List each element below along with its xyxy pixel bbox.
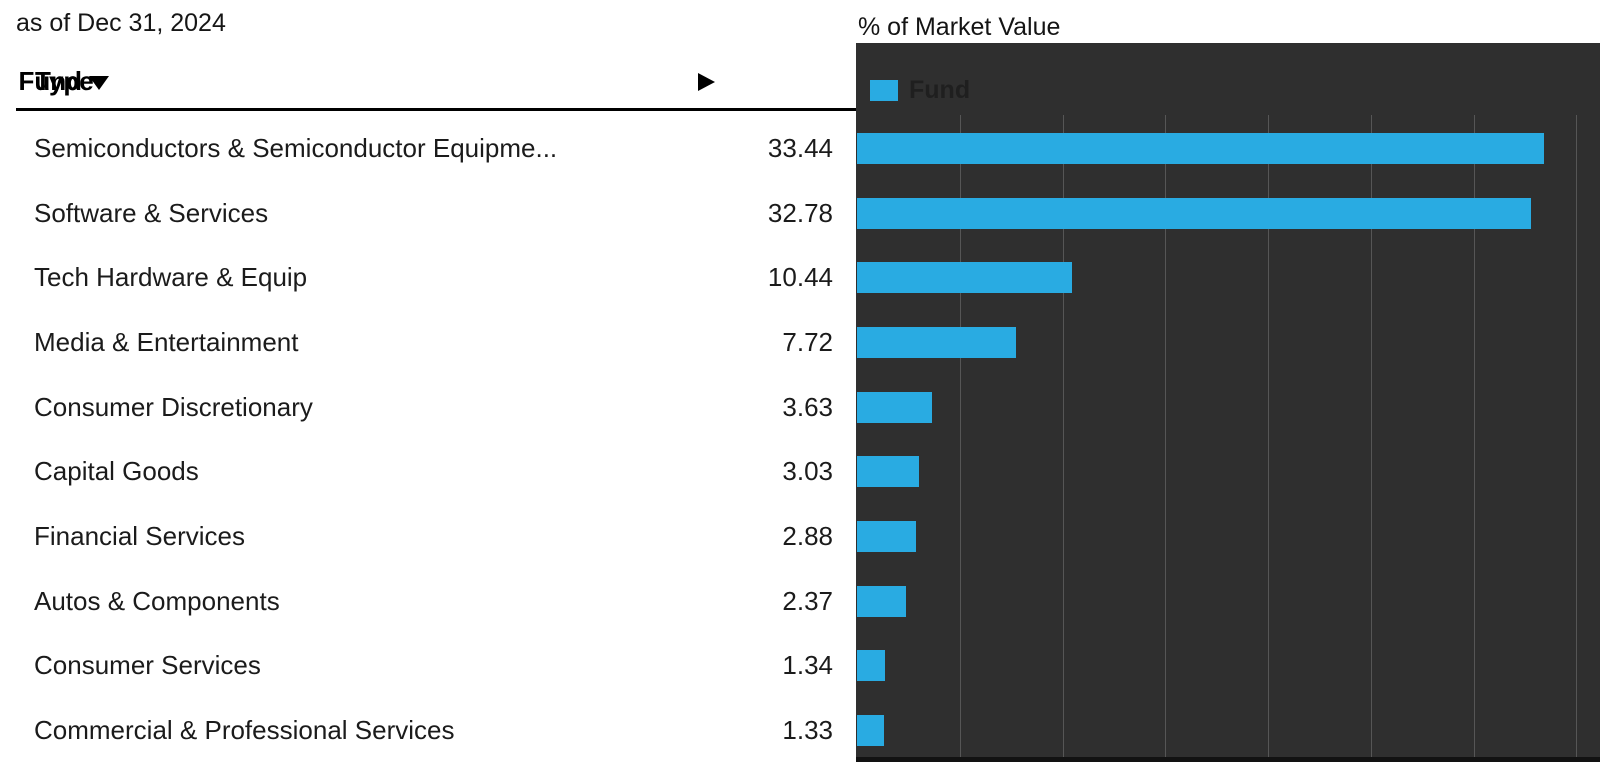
- fund-bar[interactable]: [857, 585, 906, 617]
- table-row[interactable]: Commercial & Professional Services 1.33: [0, 698, 833, 763]
- fund-weight-value: 33.44: [767, 132, 833, 163]
- sector-type-label: Consumer Services: [34, 650, 261, 681]
- gridline: [1370, 115, 1372, 757]
- sort-descending-icon: [89, 76, 109, 90]
- gridline: [1062, 115, 1064, 757]
- table-row[interactable]: Consumer Discretionary 3.63: [0, 375, 833, 440]
- fund-bar[interactable]: [857, 715, 885, 747]
- table-row[interactable]: Autos & Components 2.37: [0, 569, 833, 634]
- sector-type-label: Financial Services: [34, 520, 245, 551]
- fund-weight-value: 1.33: [782, 715, 833, 746]
- fund-bar[interactable]: [857, 456, 920, 488]
- sector-type-label: Autos & Components: [34, 585, 280, 616]
- gridline: [1268, 115, 1269, 757]
- fund-bar[interactable]: [857, 132, 1545, 164]
- gridline: [1165, 115, 1167, 757]
- fund-bar[interactable]: [857, 326, 1016, 358]
- chart-baseline: [856, 757, 1600, 762]
- as-of-date: as of Dec 31, 2024: [16, 9, 226, 37]
- sector-type-label: Consumer Discretionary: [34, 391, 313, 422]
- fund-bar[interactable]: [857, 197, 1531, 229]
- gridline: [1473, 115, 1475, 757]
- fund-weight-value: 2.37: [782, 585, 833, 616]
- column-header-fund[interactable]: Fund: [18, 66, 109, 97]
- fund-weight-value: 3.03: [782, 456, 833, 487]
- table-row[interactable]: Capital Goods 3.03: [0, 439, 833, 504]
- fund-weight-value: 7.72: [782, 326, 833, 357]
- column-header-type[interactable]: Type: [35, 66, 94, 96]
- gridline: [959, 115, 961, 757]
- sector-type-label: Software & Services: [34, 197, 269, 228]
- fund-bar[interactable]: [857, 262, 1072, 294]
- table-header-row: Type Fund: [0, 66, 856, 98]
- chart-title: % of Market Value: [858, 13, 1061, 41]
- expand-right-icon[interactable]: [698, 73, 715, 91]
- table-row[interactable]: Semiconductors & Semiconductor Equipme..…: [0, 116, 833, 181]
- fund-weight-value: 2.88: [782, 520, 833, 551]
- legend-swatch-icon: [870, 80, 898, 101]
- header-divider: [16, 108, 857, 111]
- fund-bar[interactable]: [857, 650, 885, 682]
- gridline: [1576, 115, 1578, 757]
- table-row[interactable]: Software & Services 32.78: [0, 181, 833, 246]
- fund-bar[interactable]: [857, 521, 917, 553]
- column-header-fund-label: Fund: [18, 66, 82, 96]
- fund-bar[interactable]: [857, 391, 932, 423]
- table-row[interactable]: Consumer Services 1.34: [0, 634, 833, 699]
- sector-type-label: Media & Entertainment: [34, 326, 299, 357]
- table-row[interactable]: Financial Services 2.88: [0, 504, 833, 569]
- table-row[interactable]: Media & Entertainment 7.72: [0, 310, 833, 375]
- fund-weight-value: 10.44: [767, 262, 833, 293]
- fund-weight-value: 1.34: [782, 650, 833, 681]
- fund-weight-value: 32.78: [767, 197, 833, 228]
- sector-type-label: Capital Goods: [34, 456, 199, 487]
- fund-weight-value: 3.63: [782, 391, 833, 422]
- table-row[interactable]: Tech Hardware & Equip 10.44: [0, 245, 833, 310]
- sector-type-label: Commercial & Professional Services: [34, 715, 455, 746]
- sector-table-body: Semiconductors & Semiconductor Equipme..…: [0, 116, 833, 763]
- sector-type-label: Tech Hardware & Equip: [34, 262, 308, 293]
- legend-item-fund[interactable]: Fund: [870, 76, 970, 105]
- legend-label: Fund: [909, 76, 971, 104]
- bar-chart-panel: Fund: [856, 43, 1600, 762]
- sector-type-label: Semiconductors & Semiconductor Equipme..…: [34, 132, 558, 163]
